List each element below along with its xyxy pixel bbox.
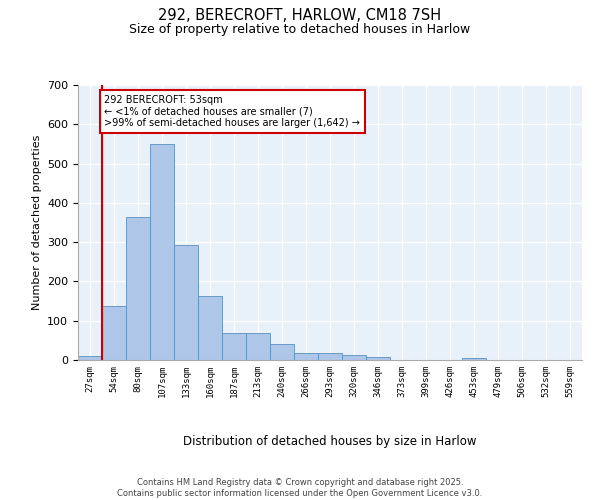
- Bar: [198, 296, 222, 360]
- Bar: [102, 306, 126, 360]
- Text: 292, BERECROFT, HARLOW, CM18 7SH: 292, BERECROFT, HARLOW, CM18 7SH: [158, 8, 442, 22]
- Bar: [270, 344, 294, 360]
- Bar: [150, 144, 174, 360]
- Text: Distribution of detached houses by size in Harlow: Distribution of detached houses by size …: [183, 435, 477, 448]
- Bar: [222, 334, 246, 360]
- Bar: [318, 353, 342, 360]
- Bar: [126, 218, 150, 360]
- Text: Size of property relative to detached houses in Harlow: Size of property relative to detached ho…: [130, 22, 470, 36]
- Y-axis label: Number of detached properties: Number of detached properties: [32, 135, 41, 310]
- Bar: [366, 357, 390, 360]
- Bar: [462, 358, 486, 360]
- Text: Contains HM Land Registry data © Crown copyright and database right 2025.
Contai: Contains HM Land Registry data © Crown c…: [118, 478, 482, 498]
- Bar: [294, 353, 318, 360]
- Text: 292 BERECROFT: 53sqm
← <1% of detached houses are smaller (7)
>99% of semi-detac: 292 BERECROFT: 53sqm ← <1% of detached h…: [104, 95, 360, 128]
- Bar: [342, 355, 366, 360]
- Bar: [174, 245, 198, 360]
- Bar: [78, 356, 102, 360]
- Bar: [246, 334, 270, 360]
